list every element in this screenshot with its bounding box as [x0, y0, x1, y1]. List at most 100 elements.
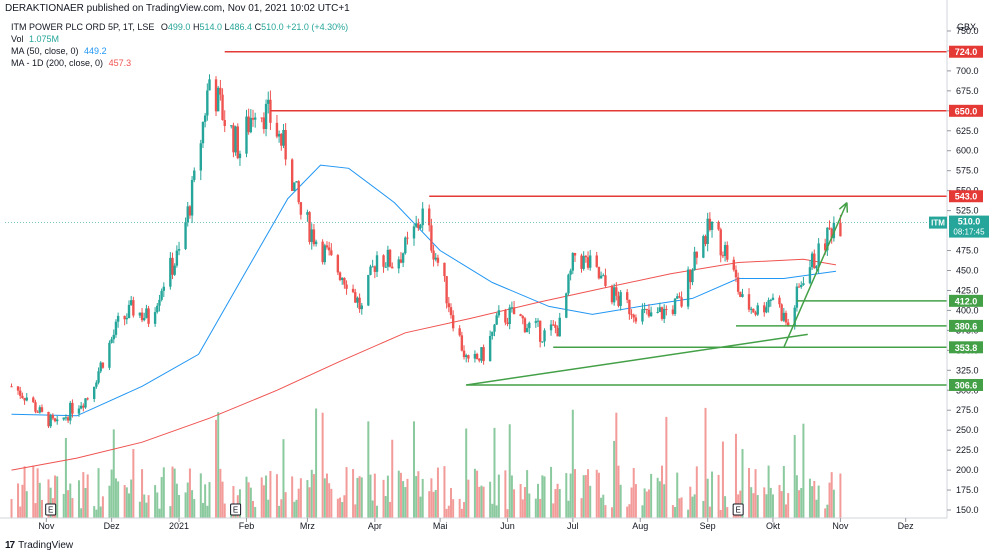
candle-body [323, 245, 327, 263]
candle-body [262, 117, 266, 130]
footer-brand[interactable]: TradingView [18, 540, 74, 551]
candle-body [358, 297, 361, 310]
volume-bar [343, 495, 346, 518]
volume-bar [508, 424, 511, 518]
candle-body [66, 417, 70, 421]
candle-body [112, 334, 115, 340]
candle-body [69, 402, 72, 421]
candle-body [658, 307, 662, 312]
candle-body [417, 223, 420, 229]
candle-body [604, 275, 607, 286]
legend-ma50-value: 449.2 [84, 46, 107, 56]
volume-bars [10, 407, 842, 518]
volume-bar [199, 473, 202, 518]
candle-body [528, 322, 531, 329]
candle-body [147, 308, 150, 324]
candle-body [602, 275, 605, 277]
volume-bar [497, 474, 500, 518]
volume-bar [785, 504, 788, 518]
volume-bar [765, 494, 768, 518]
resistance-level-label: 543.0 [955, 192, 978, 202]
candle-body [47, 411, 50, 427]
volume-bar [658, 481, 661, 518]
candle-body [169, 257, 172, 287]
candle-body [619, 292, 622, 306]
y-tick-label: 450.0 [956, 265, 979, 275]
earnings-marker-icon [732, 503, 744, 516]
candle-body [510, 307, 514, 309]
candle-body [123, 315, 126, 320]
axis-labels: 724.0 650.0 543.0 412.0 380.6 353.8 306.6 ITM 51… [45, 45, 989, 516]
candle-body [419, 225, 422, 229]
candle-body [391, 266, 394, 269]
volume-bar [352, 469, 355, 518]
volume-bar [204, 484, 207, 518]
volume-bar [415, 476, 418, 518]
volume-bar [269, 470, 272, 518]
volume-bar [265, 475, 268, 518]
volume-bar [521, 499, 524, 518]
volume-bar [780, 491, 783, 518]
candle-body [404, 237, 407, 254]
volume-bar [206, 505, 209, 518]
volume-bar [704, 407, 707, 518]
volume-bar [184, 492, 187, 518]
support-level-label-bg [949, 378, 983, 391]
legend-vol-row[interactable]: Vol 1.075M [11, 33, 348, 45]
candle-body [573, 252, 577, 256]
x-tick-label: Jun [500, 521, 515, 531]
volume-bar [110, 469, 113, 518]
legend-ma200-row[interactable]: MA - 1D (200, close, 0) 457.3 [11, 57, 348, 69]
volume-bar [419, 496, 422, 518]
volume-bar [693, 494, 696, 518]
candle-body [219, 87, 222, 95]
legend-ma50-row[interactable]: MA (50, close, 0) 449.2 [11, 45, 348, 57]
volume-bar [23, 466, 26, 518]
volume-bar [171, 466, 174, 518]
volume-bar [447, 505, 450, 518]
volume-bar [325, 473, 328, 518]
candle-body [765, 307, 768, 313]
candle-body [153, 312, 157, 324]
volume-bar [123, 485, 126, 518]
y-tick-label: 425.0 [956, 285, 979, 295]
drawings [5, 50, 947, 386]
candle-body [434, 257, 437, 260]
legend-ma50-label: MA (50, close, 0) [11, 46, 79, 56]
volume-bar [356, 477, 359, 518]
volume-bar [687, 509, 690, 518]
volume-bar [656, 477, 659, 518]
candle-body [214, 79, 218, 112]
candle-body [436, 257, 440, 263]
volume-bar [19, 506, 22, 518]
resistance-level-label-bg [949, 45, 983, 58]
candle-body [399, 259, 403, 263]
volume-bar [125, 487, 128, 518]
volume-bar [295, 499, 298, 518]
candle-body [249, 117, 253, 133]
volume-bar [354, 504, 357, 518]
volume-bar [56, 476, 59, 518]
candle-body [649, 312, 653, 317]
volume-bar [634, 484, 637, 518]
volume-bar [665, 416, 668, 518]
candle-body [217, 87, 220, 112]
volume-bar [358, 476, 361, 518]
candle-body [384, 266, 387, 268]
legend-symbol[interactable]: ITM POWER PLC ORD 5P, 1T, LSE [11, 22, 155, 32]
volume-bar [465, 428, 468, 518]
candle-body [327, 247, 331, 251]
candle-body [51, 415, 55, 419]
y-tick-label: 575.0 [956, 166, 979, 176]
candle-body [388, 249, 392, 267]
candle-body [428, 208, 431, 226]
volume-bar [650, 473, 653, 518]
candle-body [190, 179, 194, 216]
candle-body [580, 255, 583, 269]
volume-bar [556, 483, 559, 518]
candle-body [375, 255, 379, 272]
candle-body [127, 304, 131, 319]
volume-bar [293, 501, 296, 518]
volume-bar [232, 486, 235, 518]
